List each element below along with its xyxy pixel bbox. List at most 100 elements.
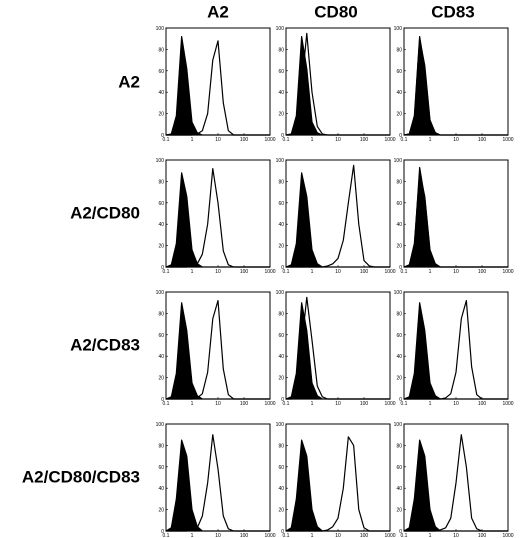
- x-tick-label: 1000: [384, 137, 395, 143]
- y-tick-label: 0: [281, 529, 284, 535]
- y-tick-label: 20: [278, 112, 284, 118]
- x-tick-label: 1: [191, 533, 194, 538]
- y-tick-label: 80: [278, 179, 284, 185]
- y-tick-label: 20: [278, 508, 284, 514]
- x-tick-label: 100: [240, 269, 249, 275]
- open-histogram: [166, 434, 270, 532]
- y-tick-label: 40: [278, 486, 284, 492]
- x-tick-label: 10: [215, 137, 221, 143]
- y-tick-label: 40: [396, 90, 402, 96]
- y-tick-label: 0: [399, 265, 402, 271]
- y-tick-label: 80: [158, 47, 164, 53]
- x-tick-label: 1: [429, 533, 432, 538]
- open-histogram: [286, 32, 390, 136]
- open-histogram: [166, 167, 270, 268]
- y-tick-label: 20: [278, 376, 284, 382]
- x-tick-label: 100: [478, 401, 487, 407]
- x-tick-label: 100: [360, 401, 369, 407]
- x-tick-label: 1: [311, 137, 314, 143]
- x-tick-label: 1: [311, 401, 314, 407]
- y-tick-label: 100: [394, 290, 403, 296]
- x-tick-label: 1: [191, 269, 194, 275]
- x-tick-label: 1: [429, 401, 432, 407]
- x-tick-label: 1000: [384, 269, 395, 275]
- y-tick-label: 80: [278, 311, 284, 317]
- y-tick-label: 20: [158, 244, 164, 250]
- y-tick-label: 60: [396, 465, 402, 471]
- x-tick-label: 1000: [264, 533, 275, 538]
- y-tick-label: 0: [281, 133, 284, 139]
- column-label: CD80: [314, 2, 357, 21]
- y-tick-label: 20: [396, 112, 402, 118]
- y-tick-label: 100: [156, 26, 165, 32]
- y-tick-label: 20: [396, 508, 402, 514]
- y-tick-label: 100: [156, 290, 165, 296]
- open-histogram: [286, 296, 390, 400]
- y-tick-label: 100: [276, 422, 285, 428]
- y-tick-label: 0: [399, 529, 402, 535]
- y-tick-label: 40: [158, 90, 164, 96]
- x-tick-label: 0.1: [283, 401, 290, 407]
- y-tick-label: 60: [278, 69, 284, 75]
- y-tick-label: 100: [394, 422, 403, 428]
- x-tick-label: 10: [453, 401, 459, 407]
- x-tick-label: 100: [240, 533, 249, 538]
- y-tick-label: 0: [399, 397, 402, 403]
- y-tick-label: 60: [278, 333, 284, 339]
- row-label: A2/CD83: [70, 335, 140, 354]
- x-tick-label: 10: [215, 533, 221, 538]
- y-tick-label: 80: [396, 47, 402, 53]
- y-tick-label: 100: [276, 290, 285, 296]
- y-tick-label: 0: [281, 397, 284, 403]
- x-tick-label: 0.1: [283, 269, 290, 275]
- x-tick-label: 1: [191, 401, 194, 407]
- y-tick-label: 60: [278, 201, 284, 207]
- y-tick-label: 80: [396, 311, 402, 317]
- x-tick-label: 1: [429, 269, 432, 275]
- y-tick-label: 20: [158, 112, 164, 118]
- x-tick-label: 10: [215, 269, 221, 275]
- x-tick-label: 10: [335, 533, 341, 538]
- y-tick-label: 60: [158, 333, 164, 339]
- y-tick-label: 0: [161, 133, 164, 139]
- y-tick-label: 0: [281, 265, 284, 271]
- y-tick-label: 0: [399, 133, 402, 139]
- y-tick-label: 40: [158, 354, 164, 360]
- x-tick-label: 1000: [384, 401, 395, 407]
- x-tick-label: 100: [478, 269, 487, 275]
- open-histogram: [403, 166, 508, 268]
- y-tick-label: 80: [158, 311, 164, 317]
- x-tick-label: 10: [453, 269, 459, 275]
- x-tick-label: 10: [335, 137, 341, 143]
- x-tick-label: 0.1: [163, 137, 170, 143]
- y-tick-label: 0: [161, 397, 164, 403]
- y-tick-label: 40: [396, 354, 402, 360]
- x-tick-label: 100: [240, 401, 249, 407]
- y-tick-label: 40: [158, 486, 164, 492]
- row-label: A2: [118, 72, 140, 91]
- x-tick-label: 1000: [264, 137, 275, 143]
- y-tick-label: 100: [276, 26, 285, 32]
- y-tick-label: 60: [278, 465, 284, 471]
- x-tick-label: 100: [478, 137, 487, 143]
- x-tick-label: 1: [311, 533, 314, 538]
- y-tick-label: 100: [156, 422, 165, 428]
- x-tick-label: 1000: [264, 401, 275, 407]
- x-tick-label: 10: [215, 401, 221, 407]
- y-tick-label: 100: [156, 158, 165, 164]
- y-tick-label: 80: [278, 443, 284, 449]
- y-tick-label: 80: [158, 179, 164, 185]
- y-tick-label: 20: [158, 508, 164, 514]
- x-tick-label: 1000: [502, 401, 513, 407]
- open-histogram: [166, 40, 270, 136]
- y-tick-label: 40: [396, 486, 402, 492]
- y-tick-label: 80: [396, 443, 402, 449]
- x-tick-label: 100: [360, 137, 369, 143]
- x-tick-label: 10: [453, 533, 459, 538]
- row-label: A2/CD80/CD83: [22, 467, 140, 486]
- x-tick-label: 0.1: [401, 269, 408, 275]
- open-histogram: [404, 299, 508, 400]
- y-tick-label: 80: [158, 443, 164, 449]
- column-label: A2: [207, 2, 229, 21]
